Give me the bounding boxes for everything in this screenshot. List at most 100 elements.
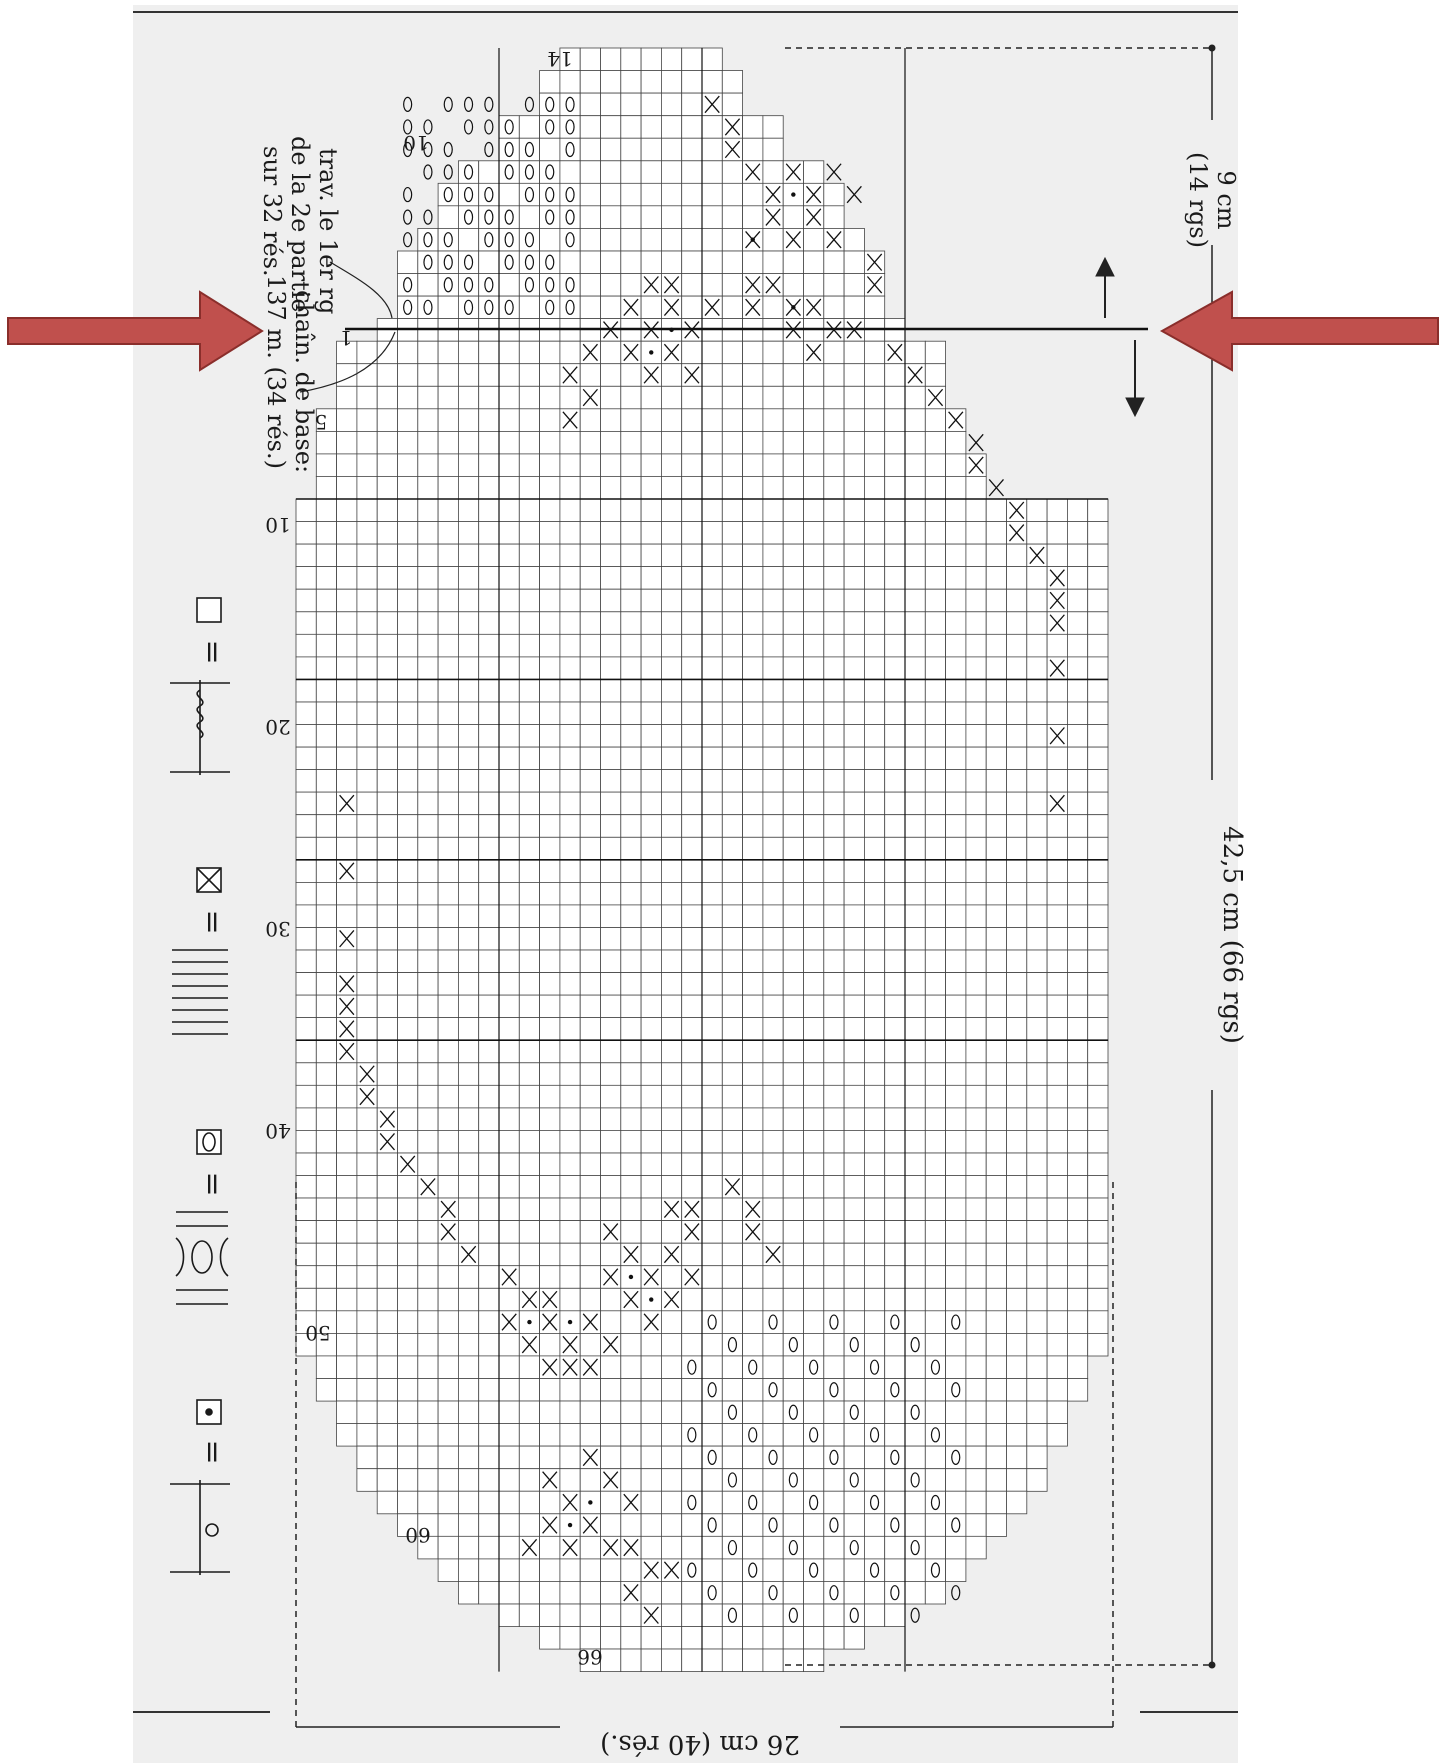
grid-cell bbox=[985, 611, 1007, 635]
grid-cell bbox=[924, 1355, 946, 1379]
grid-cell bbox=[600, 1039, 622, 1064]
grid-cell bbox=[640, 115, 662, 139]
grid-cell bbox=[539, 814, 561, 838]
grid-cell bbox=[782, 859, 804, 883]
grid-cell bbox=[437, 1152, 459, 1177]
grid-cell bbox=[762, 1152, 784, 1177]
grid-cell bbox=[559, 295, 581, 320]
grid-cell bbox=[579, 1152, 601, 1177]
grid-cell bbox=[721, 994, 743, 1019]
grid-cell bbox=[721, 679, 743, 703]
grid-cell bbox=[782, 273, 804, 297]
grid-cell bbox=[1026, 1107, 1048, 1131]
grid-cell bbox=[397, 1378, 419, 1402]
grid-cell bbox=[965, 1084, 987, 1109]
grid-cell bbox=[843, 1310, 865, 1334]
grid-cell bbox=[1026, 1130, 1048, 1154]
loop-mark bbox=[545, 96, 555, 112]
grid-cell bbox=[904, 498, 926, 523]
grid-cell bbox=[457, 205, 480, 229]
grid-cell bbox=[721, 363, 743, 387]
grid-cell bbox=[437, 295, 459, 320]
cross-mark bbox=[826, 230, 842, 249]
grid-cell bbox=[417, 227, 439, 252]
grid-cell bbox=[437, 182, 459, 207]
grid-cell bbox=[843, 1581, 865, 1605]
grid-cell bbox=[742, 972, 764, 996]
grid-cell bbox=[579, 453, 601, 477]
grid-cell bbox=[823, 1107, 845, 1131]
grid-cell bbox=[803, 385, 825, 410]
grid-cell bbox=[1046, 498, 1068, 523]
grid-cell bbox=[336, 588, 358, 613]
grid-cell bbox=[924, 340, 946, 365]
grid-cell bbox=[924, 1084, 946, 1109]
grid-cell bbox=[945, 814, 967, 838]
grid-cell bbox=[559, 949, 581, 974]
grid-cell bbox=[539, 611, 561, 635]
grid-cell bbox=[742, 1039, 764, 1064]
grid-cell bbox=[762, 679, 784, 703]
grid-cell bbox=[559, 633, 581, 658]
grid-cell bbox=[559, 453, 581, 477]
grid-cell bbox=[965, 1017, 987, 1041]
grid-cell bbox=[559, 679, 581, 703]
grid-cell bbox=[803, 1333, 825, 1357]
grid-cell bbox=[498, 1220, 520, 1244]
grid-cell bbox=[376, 949, 398, 974]
grid-cell bbox=[1046, 904, 1068, 928]
grid-cell bbox=[498, 115, 520, 139]
grid-cell bbox=[620, 566, 642, 590]
grid-cell bbox=[985, 656, 1007, 680]
grid-cell bbox=[864, 385, 886, 410]
grid-cell bbox=[518, 679, 540, 703]
grid-cell bbox=[701, 1084, 723, 1109]
grid-cell bbox=[376, 1355, 398, 1379]
grid-cell bbox=[640, 588, 662, 613]
grid-cell bbox=[539, 1107, 561, 1131]
grid-cell bbox=[376, 814, 398, 838]
grid-cell bbox=[478, 972, 500, 996]
grid-cell bbox=[397, 1084, 419, 1109]
second-part-note: trav. le 1er rg de la 2e partie sur 32 r… bbox=[258, 136, 342, 314]
grid-cell bbox=[884, 543, 906, 568]
cross-mark bbox=[643, 1313, 659, 1331]
grid-cell bbox=[864, 1378, 886, 1402]
loop-mark bbox=[403, 277, 413, 293]
loop-mark bbox=[687, 1494, 697, 1511]
grid-cell bbox=[924, 949, 946, 974]
grid-cell bbox=[1087, 633, 1109, 658]
grid-cell bbox=[904, 1558, 926, 1582]
grid-cell bbox=[336, 904, 358, 928]
grid-cell bbox=[457, 656, 480, 680]
grid-cell bbox=[762, 295, 784, 320]
grid-cell bbox=[681, 814, 703, 838]
grid-cell bbox=[417, 430, 439, 455]
loop-mark bbox=[829, 1517, 839, 1533]
grid-cell bbox=[498, 566, 520, 590]
grid-cell bbox=[701, 160, 723, 184]
grid-cell bbox=[985, 882, 1007, 906]
grid-cell bbox=[539, 1626, 561, 1650]
grid-cell bbox=[600, 205, 622, 229]
grid-cell bbox=[518, 1242, 540, 1267]
grid-cell bbox=[701, 475, 723, 500]
cross-mark bbox=[1009, 524, 1025, 542]
grid-cell bbox=[985, 1220, 1007, 1244]
grid-cell bbox=[1006, 1355, 1028, 1379]
grid-cell bbox=[539, 1490, 561, 1515]
grid-cell bbox=[864, 769, 886, 793]
grid-cell bbox=[397, 746, 419, 771]
grid-cell bbox=[803, 408, 825, 432]
grid-cell bbox=[721, 859, 743, 883]
grid-cell bbox=[904, 430, 926, 455]
grid-cell bbox=[376, 1265, 398, 1289]
grid-cell bbox=[539, 273, 561, 297]
grid-cell bbox=[498, 859, 520, 883]
grid-cell bbox=[762, 1490, 784, 1515]
grid-cell bbox=[1026, 949, 1048, 974]
grid-cell bbox=[397, 385, 419, 410]
grid-cell bbox=[823, 1242, 845, 1267]
grid-cell bbox=[559, 227, 581, 252]
grid-cell bbox=[478, 1355, 500, 1379]
